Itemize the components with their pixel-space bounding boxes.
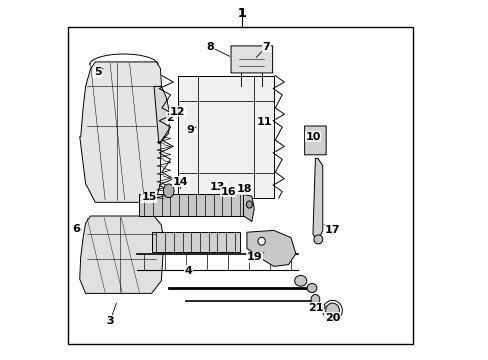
Text: 18: 18 bbox=[236, 184, 252, 194]
Text: 14: 14 bbox=[173, 177, 188, 187]
Polygon shape bbox=[312, 158, 322, 241]
Ellipse shape bbox=[310, 294, 319, 305]
Ellipse shape bbox=[246, 201, 252, 208]
Ellipse shape bbox=[258, 237, 265, 245]
Text: 13: 13 bbox=[209, 182, 225, 192]
Polygon shape bbox=[80, 62, 161, 202]
Ellipse shape bbox=[163, 184, 174, 198]
Text: 10: 10 bbox=[305, 132, 320, 142]
Bar bbox=[139, 194, 244, 216]
FancyBboxPatch shape bbox=[230, 46, 272, 73]
Ellipse shape bbox=[313, 235, 322, 244]
Bar bbox=[151, 232, 239, 252]
Polygon shape bbox=[154, 86, 170, 144]
Ellipse shape bbox=[325, 303, 339, 318]
Text: 19: 19 bbox=[246, 252, 262, 262]
Text: 4: 4 bbox=[184, 266, 192, 276]
Polygon shape bbox=[246, 230, 295, 266]
Text: 17: 17 bbox=[324, 225, 340, 235]
Text: 1: 1 bbox=[237, 7, 246, 20]
Ellipse shape bbox=[306, 284, 316, 292]
Ellipse shape bbox=[315, 303, 325, 310]
Text: 6: 6 bbox=[72, 224, 80, 234]
Bar bbox=[68, 27, 412, 344]
FancyBboxPatch shape bbox=[304, 126, 325, 155]
Text: 20: 20 bbox=[324, 312, 340, 323]
Text: 15: 15 bbox=[141, 192, 157, 202]
Bar bbox=[178, 76, 273, 198]
Polygon shape bbox=[243, 194, 254, 221]
Text: 21: 21 bbox=[307, 303, 323, 313]
Text: 16: 16 bbox=[221, 186, 236, 197]
Text: 12: 12 bbox=[169, 107, 185, 117]
Text: 3: 3 bbox=[106, 316, 114, 326]
Text: 11: 11 bbox=[256, 117, 271, 127]
Text: 5: 5 bbox=[94, 67, 102, 77]
Ellipse shape bbox=[294, 275, 306, 286]
Text: 9: 9 bbox=[186, 125, 194, 135]
Text: 2: 2 bbox=[166, 113, 174, 123]
Text: 1: 1 bbox=[237, 7, 246, 20]
Text: 7: 7 bbox=[262, 42, 270, 52]
Text: 8: 8 bbox=[206, 42, 214, 52]
Polygon shape bbox=[80, 216, 163, 293]
